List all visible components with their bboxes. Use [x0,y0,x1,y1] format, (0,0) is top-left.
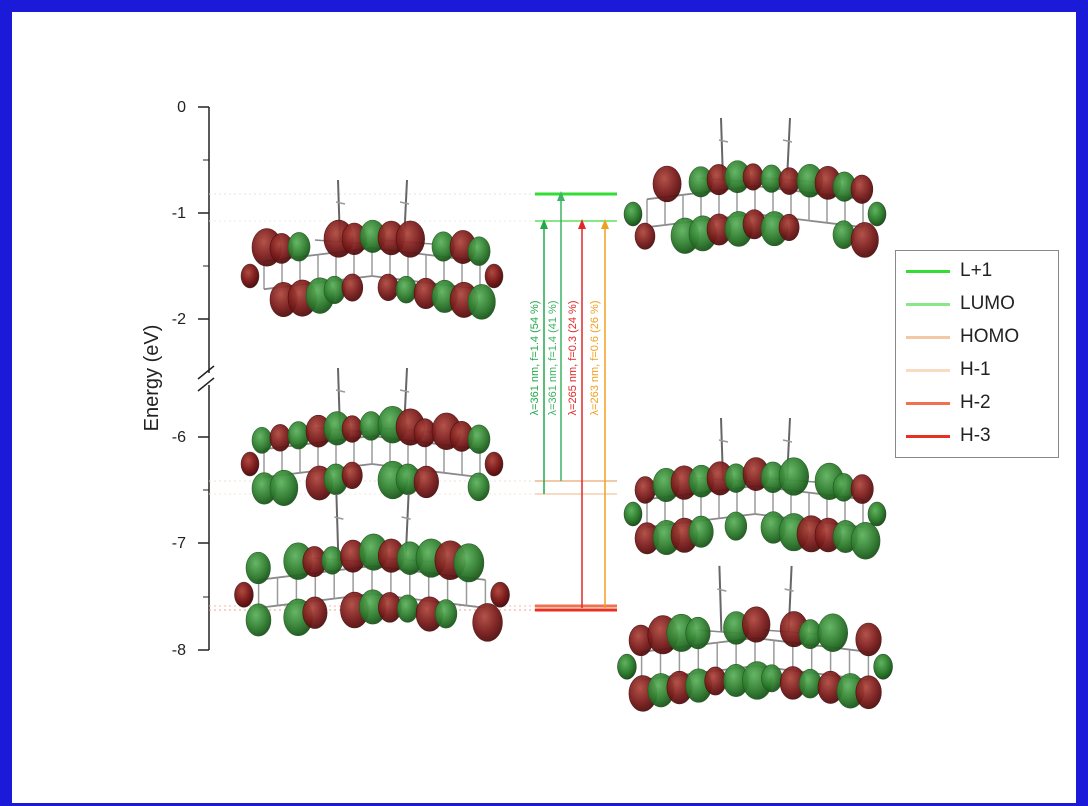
orbital-homo [623,417,887,560]
orbital-h-2 [617,565,893,712]
axis-break-mark [197,365,215,380]
legend-swatch [906,434,950,438]
axis-break-mark [197,377,215,392]
legend-swatch [906,368,950,372]
legend-swatch [906,302,950,306]
orbital-h-1 [240,367,504,506]
transition-label: λ=361 nm, f=1.4 (41 %) [547,301,559,416]
transition-arrow [540,219,548,494]
axis-title: Energy (eV) [141,325,163,432]
transition-arrow [601,219,609,608]
legend-item: L+1 [906,259,992,283]
orbital-lumo [240,179,504,320]
transition-arrow [578,219,586,608]
legend-item: LUMO [906,292,1015,316]
tick-label: -8 [172,642,186,659]
orbital-l-plus-1 [623,117,887,258]
legend-swatch [906,269,950,273]
legend-label: LUMO [960,293,1015,314]
legend-item: H-3 [906,424,991,448]
transitions: λ=361 nm, f=1.4 (54 %) λ=361 nm, f=1.4 (… [529,191,609,608]
legend-item: H-2 [906,391,991,415]
legend-label: HOMO [960,326,1020,347]
energy-axis: 0 -1 -2 -6 -7 -8 Energy (eV) [141,99,215,659]
legend-swatch [906,401,950,405]
legend-label: L+1 [960,260,993,281]
transition-label: λ=265 nm, f=0.3 (24 %) [567,301,579,416]
tick-label: 0 [177,99,186,116]
tick-label: -2 [172,311,186,328]
transition-label: λ=361 nm, f=1.4 (54 %) [529,301,541,416]
orbital-images [234,117,893,712]
tick-label: -1 [172,205,186,222]
legend-label: H-2 [960,392,991,413]
tick-label: -6 [172,429,186,446]
legend-label: H-1 [960,359,991,380]
orbital-h-3 [234,493,510,642]
transition-arrow [557,191,565,481]
legend-swatch [906,335,950,339]
legend-label: H-3 [960,425,991,446]
energy-levels [535,192,617,612]
legend-item: HOMO [906,325,1019,349]
legend: L+1 LUMO HOMO H-1 H-2 H-3 [895,250,1059,458]
tick-label: -7 [172,535,186,552]
transition-label: λ=263 nm, f=0.6 (26 %) [589,301,601,416]
legend-item: H-1 [906,358,991,382]
